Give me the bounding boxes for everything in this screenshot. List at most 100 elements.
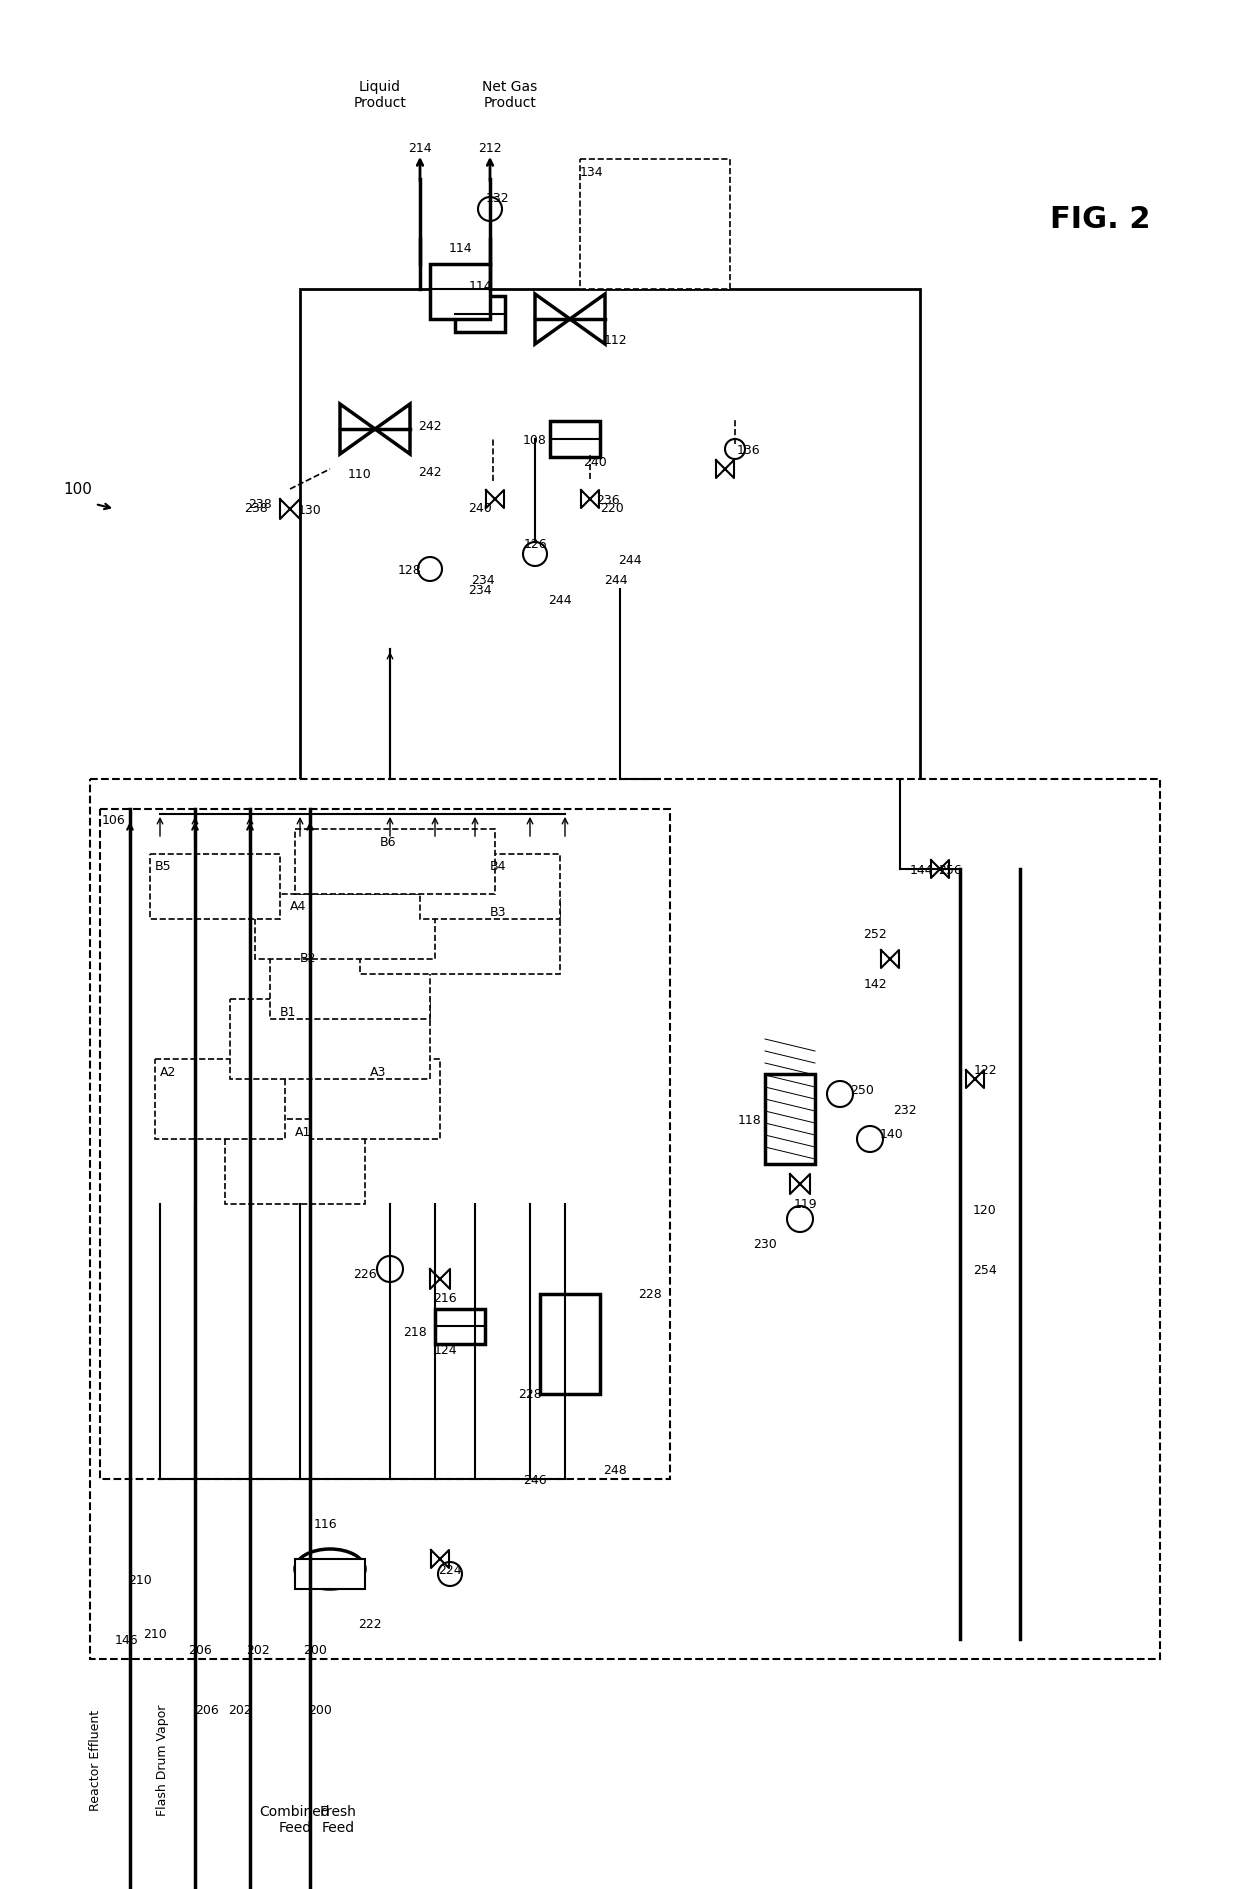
Text: B6: B6 bbox=[379, 835, 397, 848]
Bar bbox=[150, 854, 280, 920]
Text: 110: 110 bbox=[348, 468, 372, 482]
Text: Liquid
Product: Liquid Product bbox=[353, 79, 407, 110]
Text: 252: 252 bbox=[863, 927, 887, 941]
Text: Net Gas
Product: Net Gas Product bbox=[482, 79, 538, 110]
Bar bbox=[430, 264, 490, 319]
Text: 218: 218 bbox=[403, 1324, 427, 1337]
Bar bbox=[295, 829, 495, 895]
Text: B4: B4 bbox=[490, 859, 506, 873]
Text: 230: 230 bbox=[753, 1237, 777, 1251]
Polygon shape bbox=[570, 295, 605, 346]
Text: 134: 134 bbox=[580, 166, 604, 179]
Circle shape bbox=[438, 1562, 463, 1587]
Text: 202: 202 bbox=[246, 1643, 270, 1655]
Text: 212: 212 bbox=[479, 142, 502, 155]
Text: 238: 238 bbox=[248, 499, 272, 512]
Text: 130: 130 bbox=[298, 502, 322, 516]
Text: FIG. 2: FIG. 2 bbox=[1050, 206, 1151, 234]
Text: 228: 228 bbox=[518, 1388, 542, 1402]
Text: 202: 202 bbox=[228, 1702, 252, 1715]
Text: 206: 206 bbox=[195, 1702, 219, 1715]
Bar bbox=[155, 1060, 285, 1139]
Text: B1: B1 bbox=[280, 1005, 296, 1018]
Text: 226: 226 bbox=[353, 1268, 377, 1281]
Text: 234: 234 bbox=[469, 584, 492, 597]
Text: 256: 256 bbox=[939, 863, 962, 876]
Bar bbox=[255, 895, 435, 960]
Text: A4: A4 bbox=[290, 899, 306, 912]
Text: 200: 200 bbox=[308, 1702, 332, 1715]
Bar bbox=[270, 944, 430, 1020]
Text: 126: 126 bbox=[523, 538, 547, 552]
Bar bbox=[91, 780, 1159, 1659]
Text: 244: 244 bbox=[604, 572, 627, 586]
Text: 206: 206 bbox=[188, 1643, 212, 1655]
Text: 236: 236 bbox=[596, 493, 620, 506]
Text: 224: 224 bbox=[438, 1562, 461, 1575]
Text: 100: 100 bbox=[63, 482, 93, 497]
Text: 146: 146 bbox=[115, 1632, 139, 1645]
Text: 119: 119 bbox=[794, 1198, 817, 1211]
Text: Reactor Effluent: Reactor Effluent bbox=[88, 1708, 102, 1810]
Text: 222: 222 bbox=[358, 1617, 382, 1630]
Circle shape bbox=[418, 557, 441, 582]
Text: 128: 128 bbox=[398, 563, 422, 576]
Text: 246: 246 bbox=[523, 1473, 547, 1487]
Text: 114: 114 bbox=[469, 280, 492, 293]
Text: 214: 214 bbox=[408, 142, 432, 155]
Polygon shape bbox=[340, 404, 374, 455]
Text: 120: 120 bbox=[973, 1203, 997, 1217]
Text: B5: B5 bbox=[155, 859, 171, 873]
Text: 248: 248 bbox=[603, 1462, 627, 1475]
Text: 228: 228 bbox=[639, 1288, 662, 1302]
Text: B3: B3 bbox=[490, 905, 506, 918]
Ellipse shape bbox=[295, 1549, 365, 1589]
Text: B2: B2 bbox=[300, 950, 316, 963]
Circle shape bbox=[787, 1207, 813, 1232]
Text: 232: 232 bbox=[893, 1103, 916, 1116]
Text: Fresh
Feed: Fresh Feed bbox=[320, 1804, 356, 1834]
Bar bbox=[360, 899, 560, 975]
Text: 242: 242 bbox=[418, 465, 441, 478]
Text: 142: 142 bbox=[863, 979, 887, 992]
Text: 116: 116 bbox=[314, 1517, 337, 1530]
Text: 240: 240 bbox=[583, 455, 606, 468]
Text: 108: 108 bbox=[523, 433, 547, 446]
Text: 118: 118 bbox=[738, 1113, 761, 1126]
Text: 112: 112 bbox=[603, 332, 626, 346]
Bar bbox=[580, 161, 730, 289]
Text: 106: 106 bbox=[102, 812, 125, 825]
Bar bbox=[310, 1060, 440, 1139]
Circle shape bbox=[523, 542, 547, 567]
Text: 200: 200 bbox=[303, 1643, 327, 1655]
Text: A2: A2 bbox=[160, 1065, 176, 1079]
Text: 136: 136 bbox=[737, 444, 760, 457]
Text: Combined
Feed: Combined Feed bbox=[259, 1804, 330, 1834]
Text: 114: 114 bbox=[448, 242, 471, 255]
Text: 220: 220 bbox=[600, 501, 624, 514]
Circle shape bbox=[477, 198, 502, 221]
Text: A1: A1 bbox=[295, 1126, 311, 1139]
Text: Flash Drum Vapor: Flash Drum Vapor bbox=[155, 1704, 169, 1815]
Text: 210: 210 bbox=[128, 1574, 151, 1585]
Text: 238: 238 bbox=[244, 501, 268, 514]
Text: 244: 244 bbox=[548, 593, 572, 606]
Text: 122: 122 bbox=[973, 1064, 997, 1077]
Text: 210: 210 bbox=[143, 1628, 167, 1642]
Bar bbox=[300, 289, 920, 950]
Text: 240: 240 bbox=[469, 501, 492, 514]
Circle shape bbox=[827, 1081, 853, 1107]
Text: 250: 250 bbox=[849, 1082, 874, 1096]
Text: A3: A3 bbox=[370, 1065, 387, 1079]
Polygon shape bbox=[374, 404, 410, 455]
Bar bbox=[420, 854, 560, 920]
Text: 140: 140 bbox=[880, 1128, 904, 1141]
Circle shape bbox=[857, 1126, 883, 1152]
Bar bbox=[229, 999, 430, 1079]
Text: 144: 144 bbox=[910, 863, 934, 876]
Bar bbox=[295, 1558, 365, 1589]
Text: 216: 216 bbox=[433, 1290, 456, 1303]
Bar bbox=[100, 810, 670, 1479]
Bar bbox=[455, 297, 505, 332]
Text: 254: 254 bbox=[973, 1264, 997, 1275]
